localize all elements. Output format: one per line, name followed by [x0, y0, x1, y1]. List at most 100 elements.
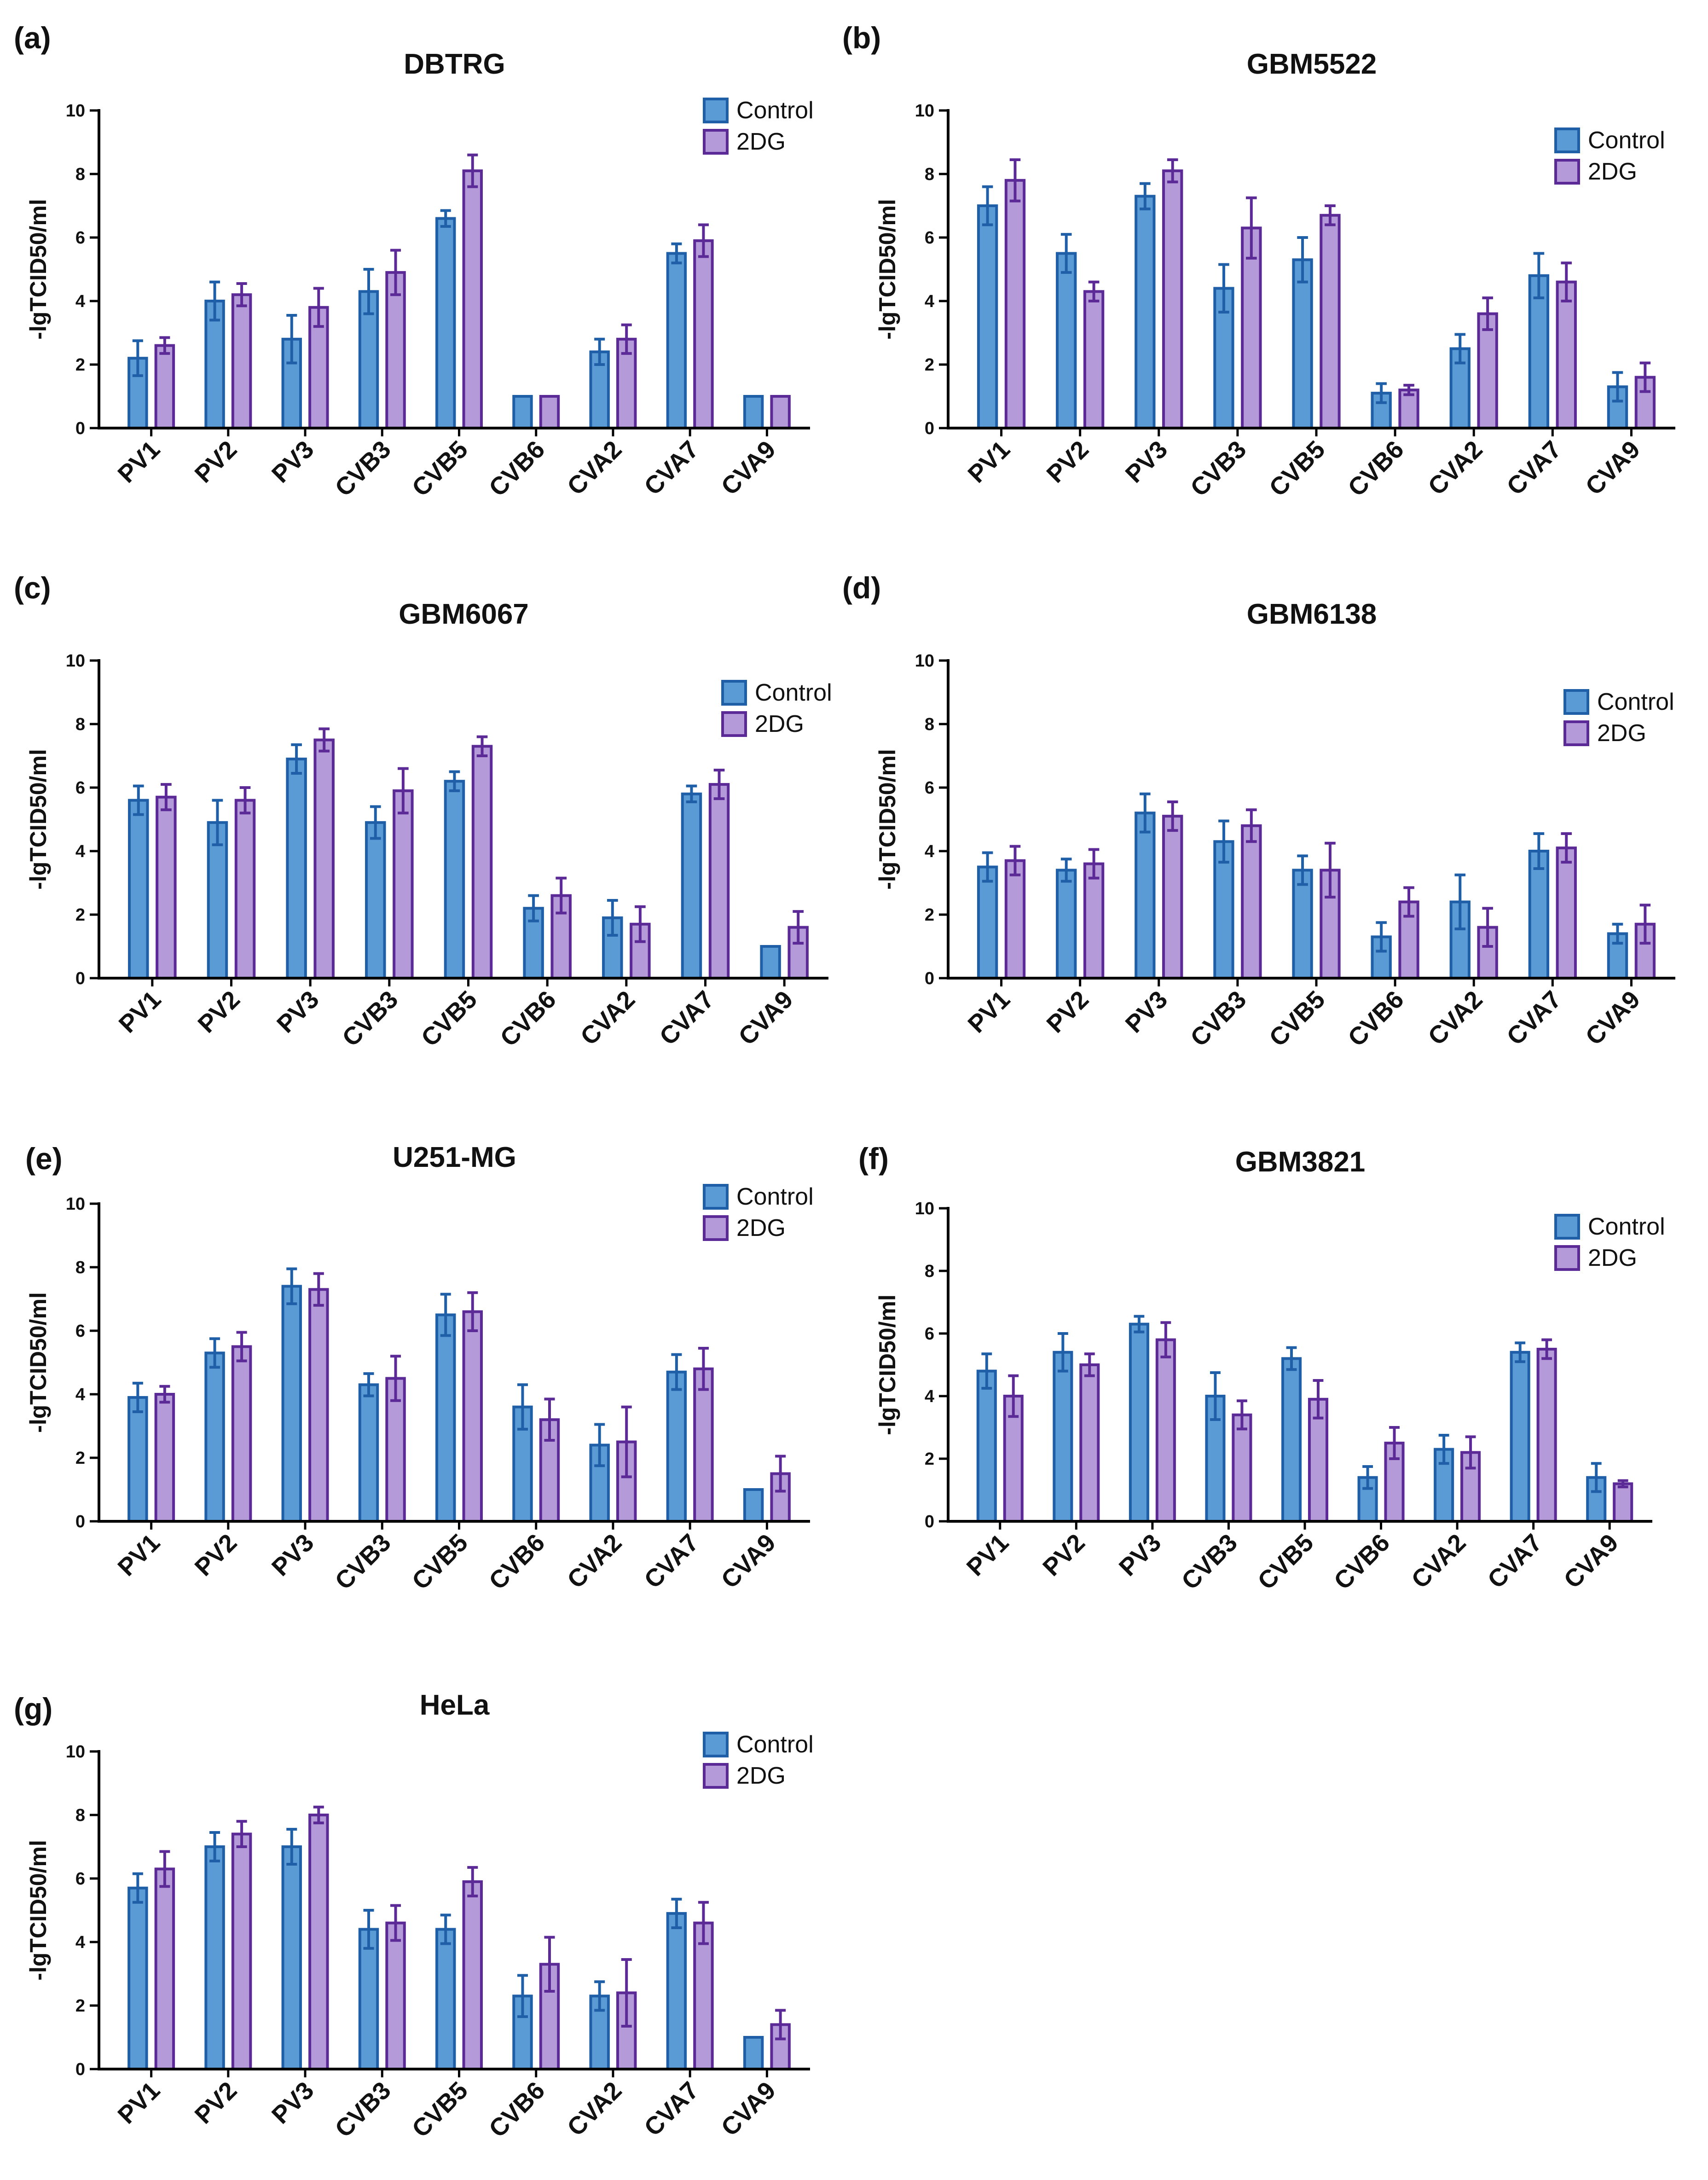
bar-2dg-pv2 [234, 799, 256, 980]
y-tick-label: 6 [925, 228, 934, 248]
y-tick-label: 6 [75, 1869, 85, 1889]
panel-label: (c) [14, 571, 51, 605]
bar-2dg-pv1 [154, 344, 175, 429]
bar-2dg-cvb3 [385, 1921, 406, 2071]
bar-control-cvb6 [512, 395, 533, 429]
bar-control-cvb5 [435, 1928, 456, 2070]
y-tick-label: 2 [925, 905, 934, 925]
x-tick-label: CVB6 [1343, 986, 1409, 1052]
bar-2dg-pv2 [231, 1345, 252, 1523]
bar-control-pv3 [1135, 812, 1156, 980]
x-tick-label: CVA7 [639, 435, 704, 500]
y-axis-title: -lgTCID50/ml [874, 749, 900, 890]
y-tick-label: 2 [75, 1996, 85, 2016]
x-tick-label: CVA7 [654, 986, 719, 1050]
bar-control-cva7 [681, 792, 702, 980]
x-tick-label: CVA2 [1423, 986, 1488, 1050]
legend-swatch-control [721, 680, 747, 706]
x-tick-label: PV2 [190, 2076, 243, 2129]
y-tick-label: 4 [75, 1933, 85, 1952]
bar-2dg-cvb6 [539, 395, 560, 429]
x-tick-label: CVB6 [1343, 435, 1409, 502]
x-tick-label: CVB3 [337, 986, 403, 1052]
x-tick-label: CVA7 [1482, 1529, 1547, 1594]
y-tick-label: 2 [75, 355, 85, 375]
bar-control-cva9 [760, 945, 781, 980]
x-tick-label: PV2 [190, 1529, 243, 1582]
bar-control-cvb5 [435, 1313, 456, 1523]
bar-2dg-cva7 [693, 239, 714, 430]
x-tick-label: CVB3 [1176, 1529, 1243, 1595]
bar-2dg-cvb3 [1232, 1413, 1252, 1523]
bar-2dg-cva9 [770, 395, 791, 429]
bar-2dg-pv3 [308, 1288, 329, 1523]
legend-swatch-2dg [1554, 1245, 1580, 1271]
x-tick-label: PV3 [1120, 435, 1173, 488]
x-tick-label: CVA9 [716, 2076, 781, 2141]
panel-label: (d) [842, 571, 881, 605]
legend-label: 2DG [1588, 158, 1637, 185]
bar-2dg-pv1 [156, 795, 177, 980]
y-tick-label: 4 [75, 842, 85, 861]
bar-control-cva7 [666, 1912, 687, 2070]
chart-title: GBM5522 [1247, 48, 1377, 80]
bar-control-pv2 [1056, 252, 1077, 429]
bar-2dg-cvb5 [462, 1310, 483, 1523]
bar-control-cva9 [743, 395, 764, 429]
x-tick-label: PV1 [112, 1529, 165, 1582]
legend-swatch-control [703, 1732, 729, 1757]
y-tick-label: 6 [75, 228, 85, 248]
bar-control-cva7 [1510, 1351, 1530, 1523]
bar-control-cvb3 [358, 1383, 379, 1523]
chart-title: GBM3821 [1235, 1146, 1366, 1178]
y-tick-label: 0 [925, 419, 934, 438]
x-tick-label: CVB3 [330, 435, 396, 502]
legend-swatch-2dg [703, 1215, 729, 1241]
bar-control-pv3 [281, 1845, 302, 2070]
x-tick-label: CVB3 [330, 1529, 396, 1595]
legend-label: 2DG [1597, 720, 1646, 747]
bar-control-cva7 [666, 1370, 687, 1523]
bar-control-cvb5 [444, 780, 465, 980]
bar-2dg-cva9 [1613, 1482, 1633, 1523]
bar-control-pv1 [128, 799, 149, 980]
y-tick-label: 4 [925, 292, 934, 311]
x-tick-label: CVB5 [407, 2076, 473, 2143]
y-tick-label: 6 [75, 778, 85, 798]
x-tick-label: PV2 [1042, 435, 1094, 488]
bar-control-pv1 [127, 1396, 148, 1523]
y-tick-label: 10 [66, 101, 85, 121]
y-tick-label: 0 [925, 1512, 934, 1531]
bar-2dg-cvb5 [462, 169, 483, 430]
bar-control-cvb3 [358, 1928, 379, 2070]
x-tick-label: CVB6 [495, 986, 561, 1052]
x-tick-label: CVA9 [1580, 435, 1645, 500]
chart-panel-0: (a) DBTRG -lgTCID50/ml 0 2 4 6 8 10 PV1 PV2 PV3 CVB3… [14, 21, 814, 502]
legend-swatch-2dg [1554, 159, 1580, 185]
bar-control-pv2 [204, 1845, 225, 2070]
y-tick-label: 8 [75, 165, 85, 184]
bar-control-cvb5 [1292, 869, 1313, 980]
x-tick-label: PV2 [190, 435, 243, 488]
legend-swatch-2dg [721, 711, 747, 737]
x-tick-label: CVB6 [484, 435, 550, 502]
legend-swatch-2dg [703, 129, 729, 155]
x-tick-label: PV3 [266, 435, 319, 488]
y-tick-label: 8 [925, 1262, 934, 1281]
y-tick-label: 10 [66, 1194, 85, 1214]
bar-2dg-pv2 [1079, 1363, 1100, 1523]
y-tick-label: 0 [75, 969, 85, 988]
legend-label: 2DG [1588, 1245, 1637, 1271]
x-tick-label: CVB5 [407, 1529, 473, 1595]
x-tick-label: PV3 [1120, 986, 1173, 1038]
y-tick-label: 4 [925, 1387, 934, 1406]
y-tick-label: 0 [75, 419, 85, 438]
x-tick-label: PV2 [1037, 1529, 1090, 1582]
x-tick-label: CVB5 [1264, 435, 1330, 502]
bar-2dg-pv3 [1162, 815, 1183, 980]
legend-label: Control [736, 1183, 814, 1210]
